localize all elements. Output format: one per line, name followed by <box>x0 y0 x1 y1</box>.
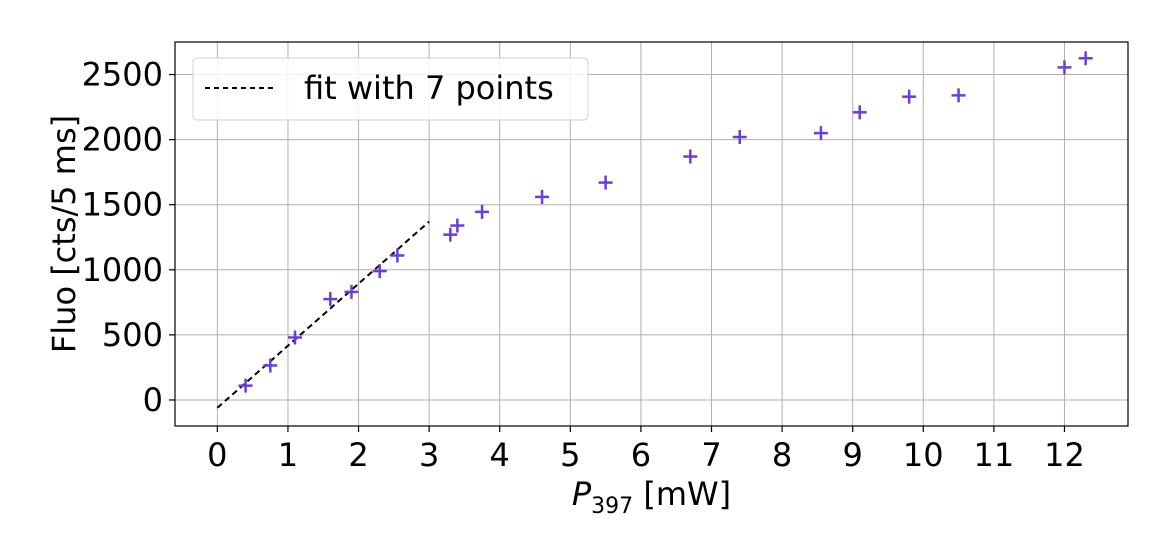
plot-frame <box>174 41 1129 427</box>
legend-entry-fit: fit with 7 points <box>304 69 554 107</box>
y-tick-label: 1500 <box>82 186 163 224</box>
data-point <box>1057 60 1072 75</box>
x-tick-label: 10 <box>903 436 944 474</box>
x-tick-label: 2 <box>348 436 368 474</box>
legend: fit with 7 points <box>192 57 589 121</box>
y-tick-label: 0 <box>143 381 163 419</box>
x-tick-label: 11 <box>974 436 1015 474</box>
data-point <box>852 105 867 120</box>
data-point <box>1078 51 1093 66</box>
y-axis-ticks: 0 500 1000 1500 2000 2500 <box>82 56 175 419</box>
data-point <box>263 358 278 373</box>
data-point <box>683 149 698 164</box>
data-point <box>450 218 465 233</box>
data-point <box>238 378 253 393</box>
x-tick-label: 5 <box>560 436 580 474</box>
fit-line <box>216 220 430 409</box>
x-tick-label: 0 <box>207 436 227 474</box>
y-axis-label: Fluo [cts/5 ms] <box>45 115 83 353</box>
data-point <box>390 248 405 263</box>
data-point <box>813 126 828 141</box>
data-point <box>323 292 338 307</box>
fit-line-layer <box>216 220 430 409</box>
data-point <box>288 330 303 345</box>
data-point <box>951 88 966 103</box>
x-axis-label-main: P <box>572 475 592 513</box>
x-axis-ticks: 0 1 2 3 4 5 6 7 8 9 10 11 12 <box>207 426 1085 474</box>
y-tick-label: 1000 <box>82 251 163 289</box>
legend-box <box>192 57 589 121</box>
y-tick-label: 2500 <box>82 56 163 94</box>
x-axis-label: P397 [mW] <box>572 475 731 519</box>
data-point <box>344 284 359 299</box>
data-point <box>535 189 550 204</box>
x-axis-label-sub: 397 <box>591 494 633 519</box>
x-tick-label: 1 <box>278 436 298 474</box>
data-point <box>598 175 613 190</box>
x-axis-label-unit: [mW] <box>633 475 731 513</box>
data-point <box>372 264 387 279</box>
x-tick-label: 9 <box>843 436 863 474</box>
x-tick-label: 6 <box>631 436 651 474</box>
x-tick-label: 4 <box>490 436 510 474</box>
x-tick-label: 8 <box>772 436 792 474</box>
x-tick-label: 12 <box>1044 436 1085 474</box>
x-tick-label: 3 <box>419 436 439 474</box>
data-point <box>902 89 917 104</box>
data-point <box>732 130 747 145</box>
x-tick-label: 7 <box>701 436 721 474</box>
data-points-layer <box>238 51 1093 393</box>
y-tick-label: 2000 <box>82 121 163 159</box>
data-point <box>475 204 490 219</box>
data-point <box>443 227 458 242</box>
y-tick-label: 500 <box>102 316 163 354</box>
